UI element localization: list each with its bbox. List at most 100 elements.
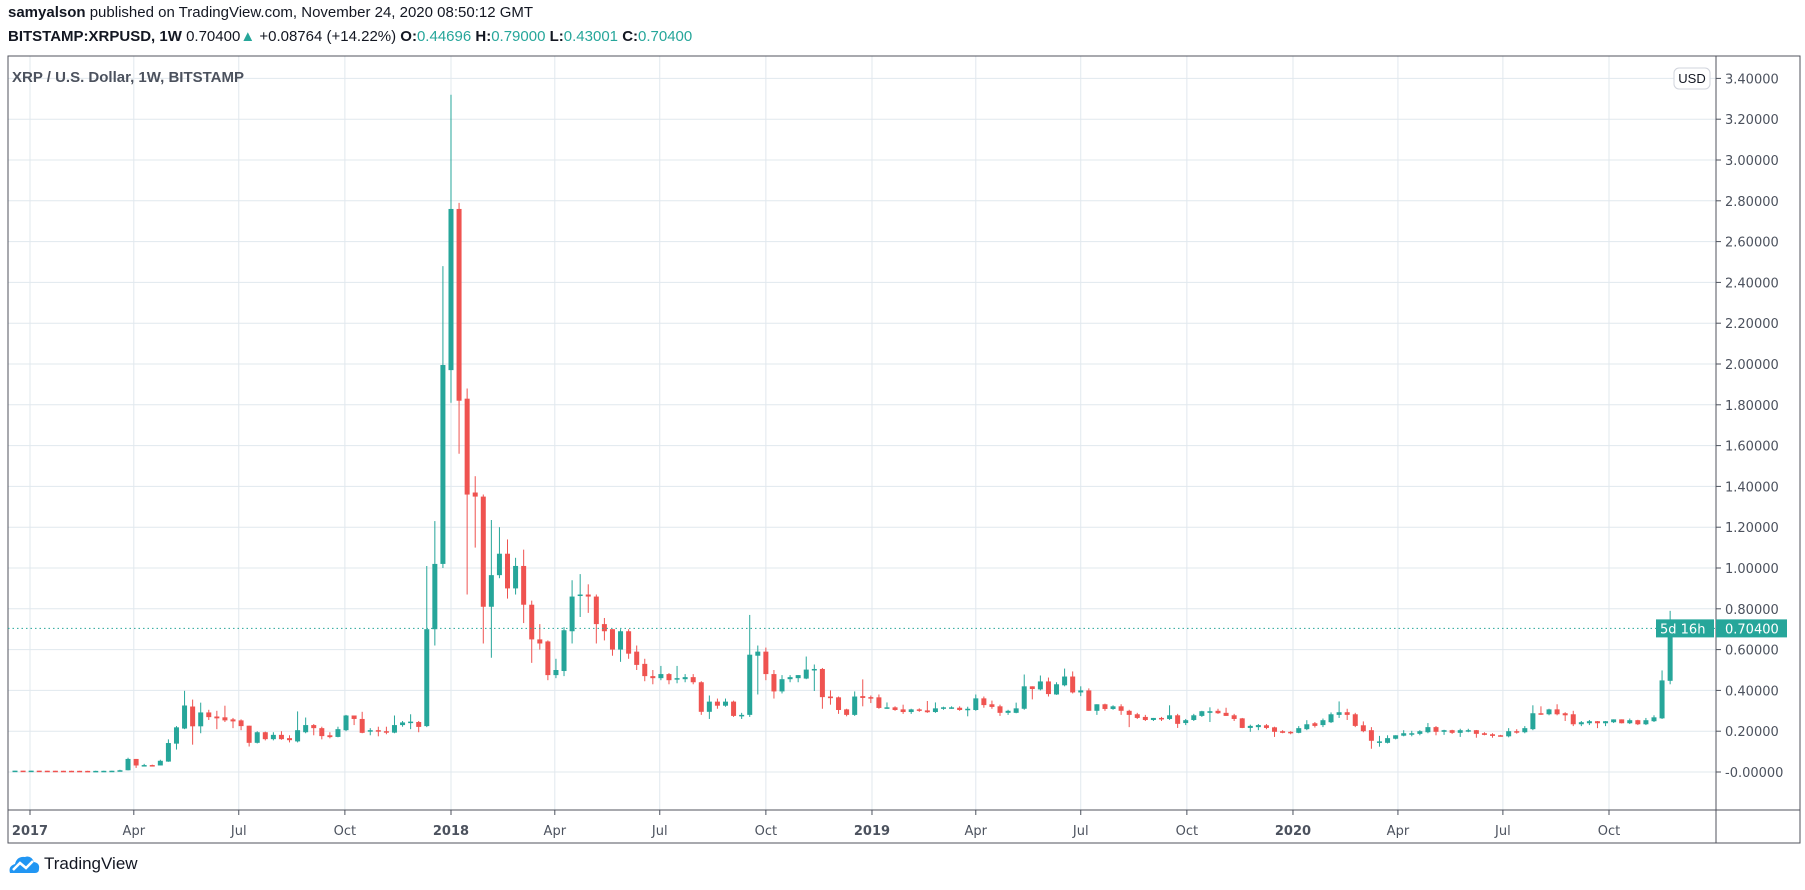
candle-up[interactable] — [973, 694, 979, 711]
candle-down[interactable] — [190, 699, 196, 745]
candle-up[interactable] — [1393, 735, 1399, 740]
candle-down[interactable] — [957, 706, 963, 711]
candle-down[interactable] — [319, 726, 325, 740]
candle-down[interactable] — [634, 645, 640, 670]
candle-up[interactable] — [1199, 710, 1205, 717]
candle-down[interactable] — [480, 494, 486, 644]
candle-up[interactable] — [1578, 721, 1584, 727]
candle-up[interactable] — [1255, 724, 1261, 731]
candle-down[interactable] — [1490, 733, 1496, 738]
candle-down[interactable] — [1594, 721, 1600, 729]
candle-up[interactable] — [747, 614, 753, 717]
candle-down[interactable] — [77, 770, 83, 773]
candle-down[interactable] — [133, 758, 139, 768]
candle-up[interactable] — [1183, 718, 1189, 726]
candle-down[interactable] — [456, 202, 462, 454]
candle-up[interactable] — [1110, 705, 1116, 710]
candle-up[interactable] — [577, 574, 583, 617]
candle-down[interactable] — [892, 706, 898, 711]
candle-down[interactable] — [900, 704, 906, 714]
candle-down[interactable] — [1312, 722, 1318, 728]
candle-up[interactable] — [343, 714, 349, 732]
candle-up[interactable] — [1021, 674, 1027, 710]
candle-up[interactable] — [254, 731, 260, 744]
candle-down[interactable] — [464, 388, 470, 595]
candle-up[interactable] — [1150, 717, 1156, 721]
candle-down[interactable] — [860, 679, 866, 707]
candle-down[interactable] — [836, 696, 842, 714]
candle-up[interactable] — [1586, 719, 1592, 726]
candle-up[interactable] — [723, 698, 729, 707]
candle-down[interactable] — [60, 770, 66, 773]
candle-up[interactable] — [117, 769, 123, 772]
candle-up[interactable] — [1247, 724, 1253, 732]
candle-up[interactable] — [1603, 721, 1609, 727]
candle-down[interactable] — [1449, 729, 1455, 734]
candle-down[interactable] — [85, 770, 91, 773]
candle-down[interactable] — [1619, 719, 1625, 724]
candle-down[interactable] — [1368, 727, 1374, 749]
candle-down[interactable] — [375, 726, 381, 737]
candle-up[interactable] — [125, 757, 131, 771]
currency-badge[interactable] — [1673, 67, 1711, 90]
candle-down[interactable] — [311, 724, 317, 736]
candle-up[interactable] — [779, 675, 785, 694]
candle-down[interactable] — [1554, 704, 1560, 716]
candle-down[interactable] — [149, 764, 155, 767]
candle-up[interactable] — [561, 627, 567, 677]
candle-up[interactable] — [391, 715, 397, 734]
candle-up[interactable] — [448, 94, 454, 403]
candle-down[interactable] — [383, 726, 389, 735]
candle-up[interactable] — [1457, 728, 1463, 737]
candle-up[interactable] — [706, 695, 712, 719]
candle-down[interactable] — [1142, 714, 1148, 721]
candle-down[interactable] — [593, 594, 599, 644]
candle-down[interactable] — [1562, 712, 1568, 721]
candle-up[interactable] — [884, 702, 890, 709]
candle-down[interactable] — [1473, 729, 1479, 738]
candle-up[interactable] — [173, 726, 179, 750]
candle-up[interactable] — [1651, 715, 1657, 723]
candle-up[interactable] — [1611, 719, 1617, 724]
candle-down[interactable] — [997, 704, 1003, 716]
candle-down[interactable] — [1433, 726, 1439, 736]
candle-up[interactable] — [1376, 735, 1382, 747]
candle-up[interactable] — [908, 708, 914, 714]
tradingview-logo[interactable]: TradingView — [8, 853, 138, 875]
candle-down[interactable] — [20, 770, 26, 773]
candle-down[interactable] — [1272, 726, 1278, 737]
candle-down[interactable] — [666, 673, 672, 685]
candle-down[interactable] — [698, 681, 704, 715]
candle-up[interactable] — [1401, 730, 1407, 737]
candle-up[interactable] — [488, 520, 494, 658]
candle-down[interactable] — [1223, 707, 1229, 716]
candle-down[interactable] — [989, 700, 995, 709]
candle-down[interactable] — [1126, 709, 1132, 728]
candle-up[interactable] — [295, 711, 301, 743]
candle-down[interactable] — [763, 647, 769, 681]
candle-down[interactable] — [1360, 721, 1366, 733]
candle-up[interactable] — [1304, 720, 1310, 731]
candle-up[interactable] — [932, 702, 938, 713]
candle-down[interactable] — [505, 539, 511, 599]
candle-up[interactable] — [303, 717, 309, 734]
candle-up[interactable] — [940, 706, 946, 710]
candle-down[interactable] — [1239, 717, 1245, 729]
candle-down[interactable] — [1538, 706, 1544, 715]
candle-down[interactable] — [1263, 724, 1269, 730]
candle-up[interactable] — [93, 770, 99, 773]
candle-down[interactable] — [545, 640, 551, 681]
candle-down[interactable] — [1635, 719, 1641, 726]
candle-down[interactable] — [246, 725, 252, 747]
candle-down[interactable] — [1481, 732, 1487, 736]
candle-up[interactable] — [795, 675, 801, 683]
candle-down[interactable] — [731, 700, 737, 717]
candle-up[interactable] — [1643, 717, 1649, 726]
candle-up[interactable] — [1659, 670, 1665, 719]
candle-up[interactable] — [424, 565, 430, 728]
candle-up[interactable] — [440, 266, 446, 568]
candle-up[interactable] — [157, 759, 163, 766]
candle-up[interactable] — [1506, 728, 1512, 738]
candle-up[interactable] — [965, 706, 971, 717]
candle-up[interactable] — [803, 656, 809, 680]
